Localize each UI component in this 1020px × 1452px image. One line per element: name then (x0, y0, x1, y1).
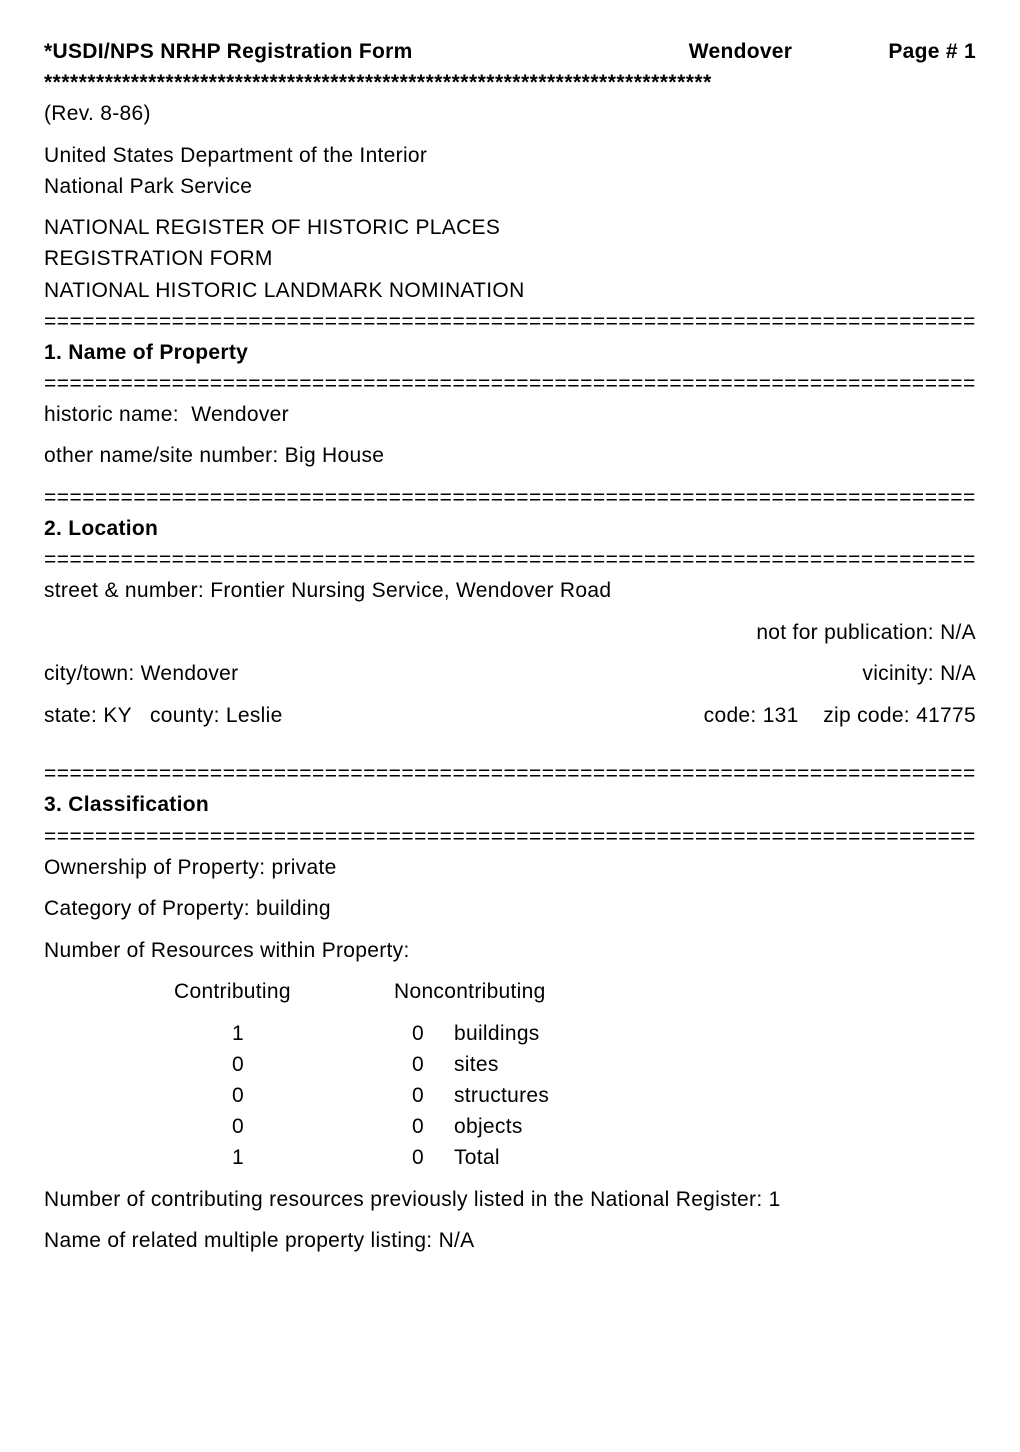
code-value: 131 (763, 704, 799, 727)
resources-label: Number of Resources within Property: (44, 935, 976, 966)
street-number: street & number: Frontier Nursing Servic… (44, 575, 976, 606)
ownership-label: Ownership of Property: (44, 856, 265, 879)
cell-noncontrib: 0 (394, 1142, 454, 1173)
county-value: Leslie (226, 704, 283, 727)
col-noncontributing: Noncontributing (394, 976, 546, 1007)
notpub-label: not for publication: (756, 621, 934, 644)
cell-contrib: 1 (174, 1142, 394, 1173)
divider-equals: ========================================… (44, 306, 976, 337)
zip-value: 41775 (916, 704, 976, 727)
historic-name: historic name: Wendover (44, 399, 976, 430)
divider-equals: ========================================… (44, 368, 976, 399)
cell-noncontrib: 0 (394, 1018, 454, 1049)
vicinity-value: N/A (940, 662, 976, 685)
county-label: county: (150, 704, 220, 727)
page-number: Page # 1 (888, 36, 976, 67)
historic-name-value: Wendover (191, 403, 289, 426)
table-row: 0 0 objects (174, 1111, 976, 1142)
code-label: code: (704, 704, 757, 727)
divider-stars: ****************************************… (44, 67, 976, 98)
state-label: state: (44, 704, 97, 727)
other-name: other name/site number: Big House (44, 440, 976, 471)
multiple-listing: Name of related multiple property listin… (44, 1225, 976, 1256)
prev-listed: Number of contributing resources previou… (44, 1184, 976, 1215)
resources-table: Contributing Noncontributing 1 0 buildin… (174, 976, 976, 1173)
agency-line-1: United States Department of the Interior (44, 140, 976, 171)
street-label: street & number: (44, 579, 204, 602)
cell-contrib: 0 (174, 1049, 394, 1080)
cell-label: Total (454, 1142, 976, 1173)
state-value: KY (103, 704, 131, 727)
site-name: Wendover (413, 36, 889, 67)
col-contributing: Contributing (174, 976, 394, 1007)
vicinity-label: vicinity: (862, 662, 934, 685)
cell-noncontrib: 0 (394, 1111, 454, 1142)
category-label: Category of Property: (44, 897, 250, 920)
cell-noncontrib: 0 (394, 1049, 454, 1080)
section-3-title: 3. Classification (44, 789, 976, 820)
category-value: building (256, 897, 331, 920)
revision: (Rev. 8-86) (44, 98, 976, 129)
table-row: 1 0 buildings (174, 1018, 976, 1049)
agency-line-2: National Park Service (44, 171, 976, 202)
street-value: Frontier Nursing Service, Wendover Road (210, 579, 611, 602)
section-2-title: 2. Location (44, 513, 976, 544)
historic-name-label: historic name: (44, 403, 179, 426)
divider-equals: ========================================… (44, 758, 976, 789)
other-name-label: other name/site number: (44, 444, 279, 467)
zip-label: zip code: (823, 704, 910, 727)
ownership-value: private (272, 856, 337, 879)
register-line-1: NATIONAL REGISTER OF HISTORIC PLACES (44, 212, 976, 243)
form-header: *USDI/NPS NRHP Registration Form Wendove… (44, 36, 976, 67)
other-name-value: Big House (285, 444, 385, 467)
cell-noncontrib: 0 (394, 1080, 454, 1111)
city-value: Wendover (141, 662, 239, 685)
state-row: state: KY county: Leslie code: 131 zip c… (44, 700, 976, 731)
city-label: city/town: (44, 662, 135, 685)
ownership: Ownership of Property: private (44, 852, 976, 883)
cell-contrib: 0 (174, 1111, 394, 1142)
cell-label: buildings (454, 1018, 976, 1049)
city-row: city/town: Wendover vicinity: N/A (44, 658, 976, 689)
table-row: 0 0 structures (174, 1080, 976, 1111)
category: Category of Property: building (44, 893, 976, 924)
section-1-title: 1. Name of Property (44, 337, 976, 368)
cell-label: sites (454, 1049, 976, 1080)
cell-contrib: 0 (174, 1080, 394, 1111)
notpub-value: N/A (940, 621, 976, 644)
form-title: *USDI/NPS NRHP Registration Form (44, 36, 413, 67)
table-row: 0 0 sites (174, 1049, 976, 1080)
register-line-3: NATIONAL HISTORIC LANDMARK NOMINATION (44, 275, 976, 306)
divider-equals: ========================================… (44, 544, 976, 575)
table-row: 1 0 Total (174, 1142, 976, 1173)
divider-equals: ========================================… (44, 482, 976, 513)
cell-contrib: 1 (174, 1018, 394, 1049)
cell-label: structures (454, 1080, 976, 1111)
not-for-publication: not for publication: N/A (44, 617, 976, 648)
divider-equals: ========================================… (44, 821, 976, 852)
cell-label: objects (454, 1111, 976, 1142)
register-line-2: REGISTRATION FORM (44, 243, 976, 274)
